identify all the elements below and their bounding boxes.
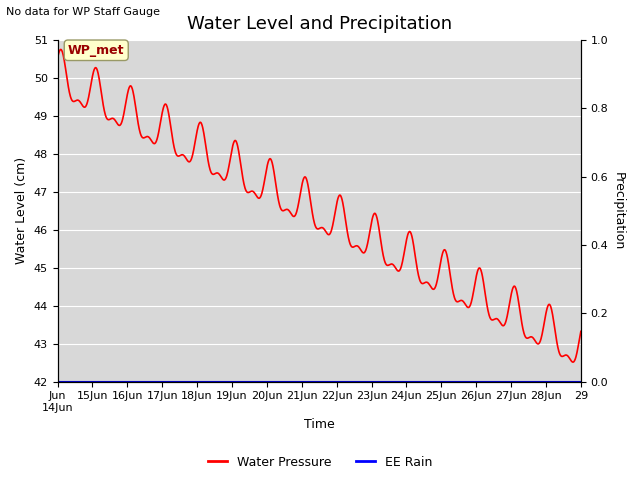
Text: No data for WP Staff Gauge: No data for WP Staff Gauge: [6, 7, 161, 17]
Y-axis label: Water Level (cm): Water Level (cm): [15, 157, 28, 264]
Water Pressure: [54, 55, 61, 61]
EE Rain: [535, 379, 543, 384]
Water Pressure: [276, 204, 284, 209]
Text: WP_met: WP_met: [68, 44, 125, 57]
Water Pressure: [577, 328, 585, 334]
Water Pressure: [352, 243, 360, 249]
EE Rain: [323, 379, 331, 384]
Legend: Water Pressure, EE Rain: Water Pressure, EE Rain: [203, 451, 437, 474]
X-axis label: Time: Time: [304, 419, 335, 432]
Water Pressure: [287, 210, 294, 216]
Line: Water Pressure: Water Pressure: [58, 49, 581, 362]
EE Rain: [154, 379, 162, 384]
Water Pressure: [116, 122, 124, 128]
Water Pressure: [296, 192, 304, 197]
EE Rain: [365, 379, 373, 384]
Water Pressure: [57, 47, 65, 52]
Y-axis label: Precipitation: Precipitation: [612, 172, 625, 250]
EE Rain: [577, 379, 585, 384]
EE Rain: [54, 379, 61, 384]
EE Rain: [550, 379, 558, 384]
Title: Water Level and Precipitation: Water Level and Precipitation: [187, 15, 452, 33]
Water Pressure: [569, 359, 577, 365]
EE Rain: [175, 379, 183, 384]
Water Pressure: [95, 72, 102, 77]
